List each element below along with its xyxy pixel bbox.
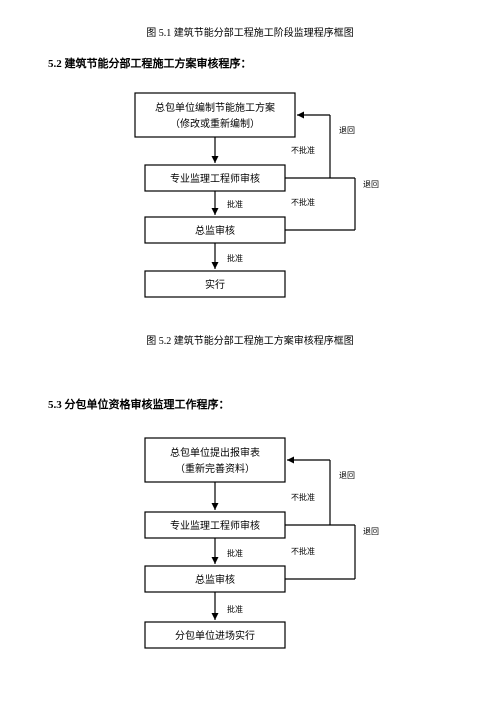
flow-5-2-node-4: 实行	[205, 278, 225, 291]
figure-5-2-caption: 图 5.2 建筑节能分部工程施工方案审核程序框图	[0, 332, 500, 347]
flow-5-3-return-1: 退回	[339, 471, 355, 480]
flow-5-3-approve-1: 批准	[227, 548, 243, 558]
flow-5-2-node-1-line1: 总包单位编制节能施工方案	[155, 101, 275, 114]
flow-5-3-node-4: 分包单位进场实行	[175, 629, 255, 642]
flow-5-3-node-2: 专业监理工程师审核	[170, 519, 260, 532]
flow-5-2-notapprove-1: 不批准	[291, 145, 315, 155]
section-5-3-title: 5.3 分包单位资格审核监理工作程序：	[48, 396, 230, 412]
flow-5-3-node-3: 总监审核	[195, 573, 235, 586]
flowchart-5-2: 总包单位编制节能施工方案 （修改或重新编制） 专业监理工程师审核 批准 总监审核…	[115, 85, 415, 315]
figure-5-1-caption: 图 5.1 建筑节能分部工程施工阶段监理程序框图	[0, 24, 500, 39]
flow-5-2-node-1-line2: （修改或重新编制）	[170, 117, 260, 130]
flow-5-2-return-2: 退回	[363, 180, 379, 189]
flow-5-2-return-1: 退回	[339, 126, 355, 135]
flow-5-3-notapprove-2: 不批准	[291, 546, 315, 556]
flow-5-3-node-1-line1: 总包单位提出报审表	[170, 446, 260, 459]
flow-5-3-node-1-line2: （重新完善资料）	[175, 462, 255, 475]
flow-5-2-node-3: 总监审核	[195, 224, 235, 237]
flow-5-2-notapprove-2: 不批准	[291, 197, 315, 207]
flow-5-3-approve-2: 批准	[227, 604, 243, 614]
flow-5-3-return-2: 退回	[363, 527, 379, 536]
flowchart-5-3: 总包单位提出报审表 （重新完善资料） 专业监理工程师审核 批准 总监审核 批准 …	[115, 430, 415, 670]
flow-5-2-approve-2: 批准	[227, 253, 243, 263]
section-5-2-title: 5.2 建筑节能分部工程施工方案审核程序：	[48, 55, 252, 71]
flow-5-2-approve-1: 批准	[227, 199, 243, 209]
flow-5-2-node-2: 专业监理工程师审核	[170, 172, 260, 185]
flow-5-3-notapprove-1: 不批准	[291, 492, 315, 502]
